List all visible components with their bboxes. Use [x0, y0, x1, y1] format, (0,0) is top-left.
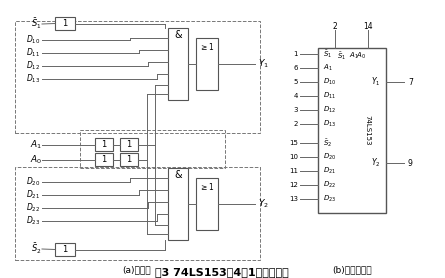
Bar — [168, 168, 188, 240]
Text: 9: 9 — [408, 158, 413, 168]
Text: $A_0$: $A_0$ — [356, 51, 366, 61]
Text: $D_{11}$: $D_{11}$ — [323, 91, 336, 101]
Text: $Y_2$: $Y_2$ — [372, 157, 381, 169]
Bar — [80, 130, 225, 168]
Text: $D_{11}$: $D_{11}$ — [26, 47, 40, 59]
Text: 1: 1 — [294, 51, 298, 57]
Text: 11: 11 — [289, 168, 298, 174]
Text: $\geq$1: $\geq$1 — [199, 41, 215, 51]
Bar — [120, 138, 138, 151]
Text: 14: 14 — [363, 21, 373, 31]
Text: 2: 2 — [294, 121, 298, 127]
Bar — [196, 38, 218, 90]
Text: $D_{10}$: $D_{10}$ — [26, 34, 40, 46]
Bar — [120, 153, 138, 166]
Bar — [318, 48, 386, 213]
Text: 4: 4 — [294, 93, 298, 99]
Text: $D_{12}$: $D_{12}$ — [323, 105, 336, 115]
Text: $\bar{S}_1$: $\bar{S}_1$ — [323, 48, 332, 60]
Text: 1: 1 — [62, 245, 68, 254]
Text: $D_{12}$: $D_{12}$ — [26, 60, 40, 72]
Text: $Y_2$: $Y_2$ — [258, 198, 268, 210]
Text: $A_1$: $A_1$ — [323, 63, 333, 73]
Text: 13: 13 — [289, 196, 298, 202]
Bar — [95, 153, 113, 166]
Bar — [95, 138, 113, 151]
Text: $\bar{S}_2$: $\bar{S}_2$ — [32, 242, 42, 256]
Text: 1: 1 — [126, 140, 132, 149]
Text: 5: 5 — [294, 79, 298, 85]
Text: $\bar{S}_2$: $\bar{S}_2$ — [323, 137, 332, 149]
Text: $D_{20}$: $D_{20}$ — [323, 152, 336, 162]
Text: (a)电路图: (a)电路图 — [123, 265, 151, 274]
Text: $D_{22}$: $D_{22}$ — [323, 180, 336, 190]
Text: $\bar{S}_1$: $\bar{S}_1$ — [32, 17, 42, 31]
Text: $A_0$: $A_0$ — [30, 154, 42, 166]
Text: 15: 15 — [289, 140, 298, 146]
Text: 12: 12 — [289, 182, 298, 188]
Text: 74LS153: 74LS153 — [364, 115, 370, 146]
Text: 图3 74LS153双4选1数据选择器: 图3 74LS153双4选1数据选择器 — [155, 267, 289, 277]
Bar — [168, 28, 188, 100]
Text: $D_{21}$: $D_{21}$ — [26, 189, 40, 201]
Bar — [55, 17, 75, 30]
Text: $D_{21}$: $D_{21}$ — [323, 166, 336, 176]
Bar — [15, 21, 260, 133]
Text: $D_{22}$: $D_{22}$ — [26, 202, 40, 214]
Text: 1: 1 — [101, 155, 107, 164]
Text: $Y_1$: $Y_1$ — [372, 76, 381, 88]
Bar — [15, 167, 260, 260]
Text: 6: 6 — [294, 65, 298, 71]
Text: $D_{23}$: $D_{23}$ — [26, 215, 40, 227]
Text: $A_1$: $A_1$ — [30, 139, 42, 151]
Text: $A_1$: $A_1$ — [349, 51, 359, 61]
Text: $D_{13}$: $D_{13}$ — [323, 119, 336, 129]
Bar — [196, 178, 218, 230]
Text: $D_{20}$: $D_{20}$ — [26, 176, 40, 188]
Text: 1: 1 — [62, 19, 68, 28]
Text: $D_{23}$: $D_{23}$ — [323, 194, 336, 204]
Text: $D_{13}$: $D_{13}$ — [26, 73, 40, 85]
Text: 1: 1 — [101, 140, 107, 149]
Text: $\bar{S}_1$: $\bar{S}_1$ — [337, 50, 346, 62]
Text: 1: 1 — [126, 155, 132, 164]
Text: (b)引脚功能图: (b)引脚功能图 — [332, 265, 372, 274]
Text: $Y_1$: $Y_1$ — [258, 58, 268, 70]
Text: $D_{10}$: $D_{10}$ — [323, 77, 336, 87]
Text: 3: 3 — [294, 107, 298, 113]
Text: 10: 10 — [289, 154, 298, 160]
Text: 2: 2 — [332, 21, 337, 31]
Bar — [55, 243, 75, 256]
Text: &: & — [174, 170, 182, 180]
Text: $\geq$1: $\geq$1 — [199, 180, 215, 192]
Text: 7: 7 — [408, 78, 413, 86]
Text: &: & — [174, 30, 182, 40]
